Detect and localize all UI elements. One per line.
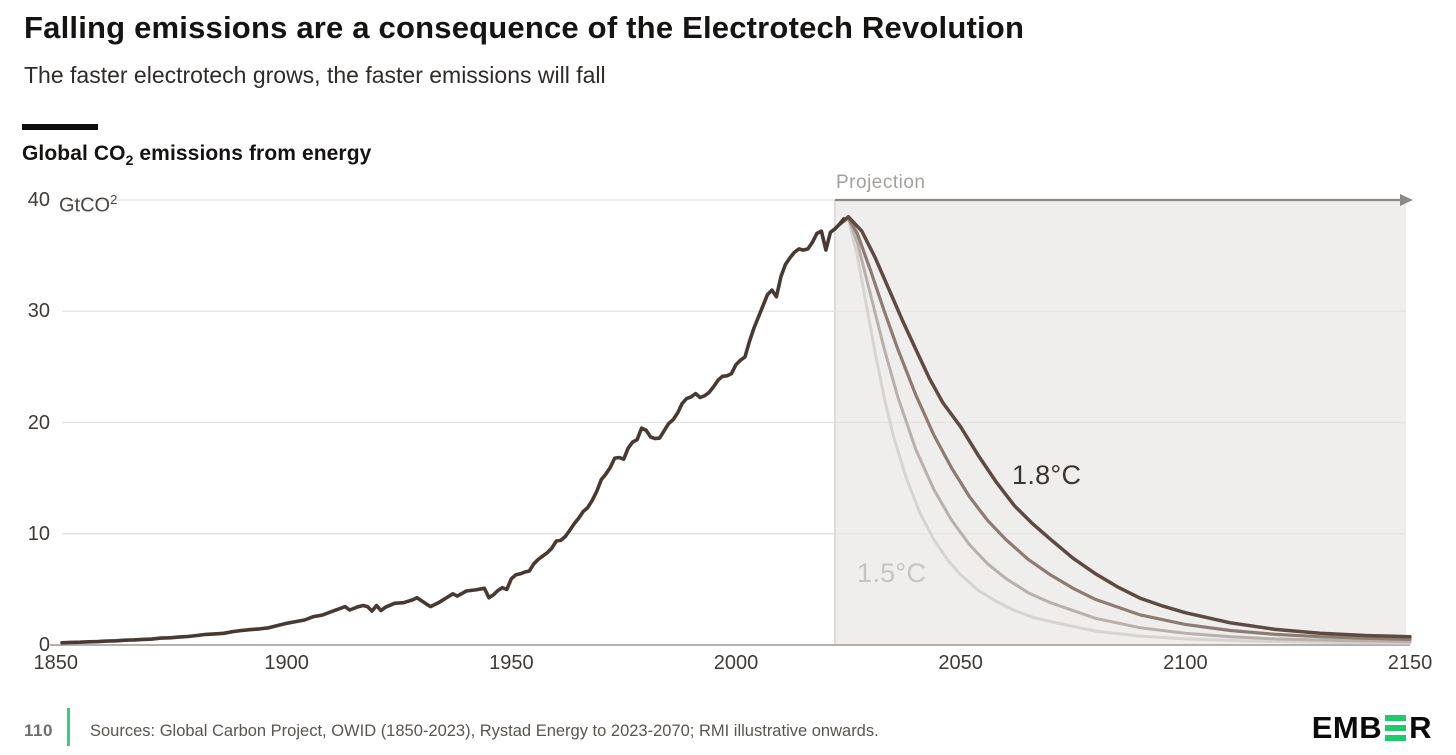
x-tick-label-2050: 2050 (938, 652, 983, 674)
emissions-chart: 0 10 20 30 40 1850 1900 1950 2000 2050 2100 2150 G… (0, 170, 1456, 682)
chart-heading-sub: 2 (125, 152, 134, 169)
x-tick-label-2000: 2000 (713, 652, 759, 674)
ember-logo-text-pre: EMB (1311, 710, 1383, 745)
ember-logo-e-bars-icon (1385, 713, 1407, 743)
footer-divider-bar (67, 708, 70, 746)
x-tick-label-1900: 1900 (264, 652, 309, 674)
page-subtitle: The faster electrotech grows, the faster… (24, 62, 606, 88)
page-number: 110 (24, 721, 53, 740)
page-title: Falling emissions are a consequence of t… (24, 10, 1025, 45)
projection-arrowhead-icon (1400, 194, 1413, 206)
chart-heading: Global CO2 emissions from energy (22, 142, 371, 168)
x-tick-label-1850: 1850 (33, 652, 79, 674)
projection-label: Projection (836, 172, 926, 193)
heading-dash (22, 124, 98, 130)
series-line-1-5c-scenario (837, 217, 1412, 645)
scenario-label-1-8c: 1.8°C (1012, 460, 1082, 490)
y-tick-label-40: 40 (27, 189, 50, 211)
x-tick-label-2150: 2150 (1387, 652, 1433, 674)
series-line-scenario-2 (837, 216, 1412, 644)
y-tick-label-0: 0 (38, 634, 50, 656)
sources-text: Sources: Global Carbon Project, OWID (18… (90, 722, 879, 740)
emissions-chart-svg (50, 194, 1413, 646)
ember-logo: EMB R (1312, 710, 1432, 746)
x-tick-label-2100: 2100 (1163, 652, 1208, 674)
series-line-scenario-3 (837, 216, 1412, 641)
unit-text: GtCO (59, 194, 111, 217)
chart-heading-pre: Global CO (22, 142, 126, 165)
ember-logo-text-post: R (1409, 710, 1432, 745)
y-tick-label-20: 20 (27, 411, 50, 434)
chart-heading-post: emissions from energy (133, 142, 372, 165)
unit-sup: 2 (110, 192, 118, 207)
y-axis-unit-label: GtCO2 (59, 188, 117, 218)
scenario-label-1-5c: 1.5°C (857, 558, 927, 588)
series-line-1-8c-scenario (837, 214, 1412, 639)
series-line-historical (60, 217, 846, 645)
y-tick-label-30: 30 (27, 300, 50, 323)
x-tick-label-1950: 1950 (489, 652, 534, 674)
y-tick-label-10: 10 (27, 522, 50, 545)
